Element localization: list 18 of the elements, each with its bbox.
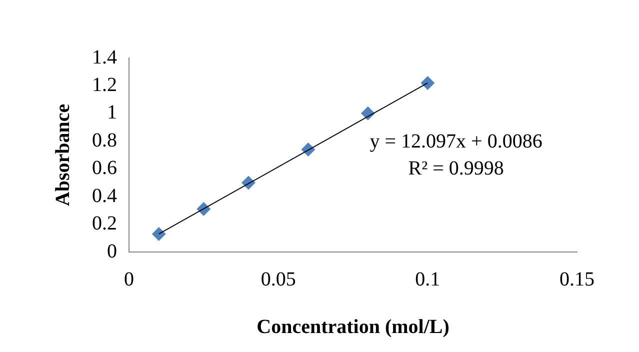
y-tick-label: 0 [107, 240, 117, 262]
point [152, 226, 166, 241]
x-tick-label: 0.05 [260, 268, 296, 290]
point [420, 76, 435, 90]
y-tick-label: 1 [107, 102, 117, 124]
annotation: R² = 0.9998 [408, 157, 504, 180]
y-tick-label: 0.8 [92, 129, 117, 152]
y-tick-label: 1.2 [92, 74, 117, 96]
x-tick-label: 0.1 [415, 268, 440, 290]
y-tick-label: 0.2 [92, 212, 117, 235]
y-tick-label: 0.6 [92, 157, 117, 180]
annotation: y = 12.097x + 0.0086 [370, 130, 542, 152]
x-tick-label: 0.15 [560, 268, 594, 290]
x-tick-label: 0 [124, 268, 134, 290]
y-axis-title: Absorbance [52, 104, 74, 206]
y-tick-label: 0.4 [92, 184, 117, 207]
y-tick-label: 1.4 [92, 46, 117, 68]
x-axis-title: Concentration (mol/L) [256, 316, 450, 338]
